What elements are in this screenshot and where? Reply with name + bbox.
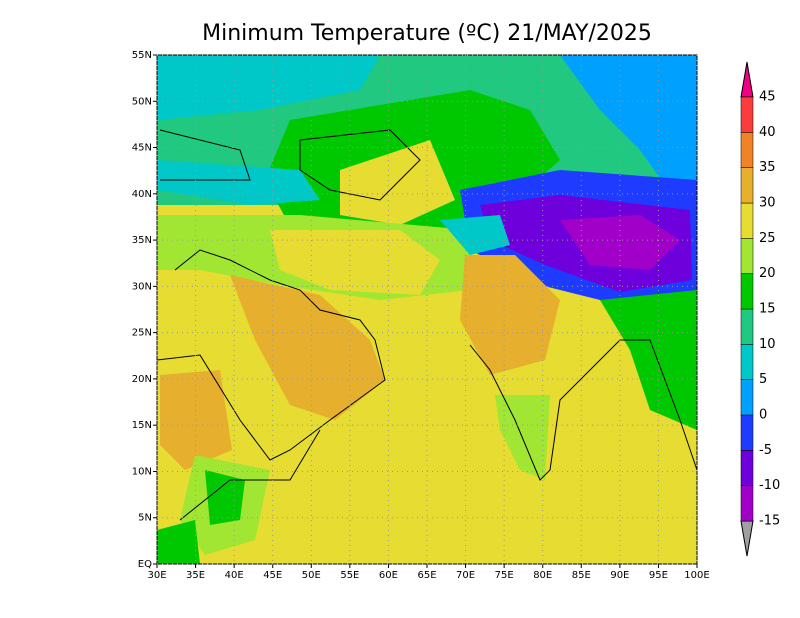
colorbar-segment [740, 167, 754, 204]
title: Minimum Temperature (ºC) 21/MAY/2025 [202, 21, 652, 46]
colorbar-label: 45 [759, 90, 776, 105]
x-tick-label: 35E [186, 570, 205, 581]
colorbar-label: 5 [759, 372, 767, 387]
x-tick-label: 75E [495, 570, 514, 581]
colorbar-label: 20 [759, 266, 776, 281]
colorbar-label: -5 [759, 443, 772, 458]
colorbar-segment [740, 308, 754, 345]
x-tick-label: 60E [379, 570, 398, 581]
colorbar-label: 10 [759, 337, 776, 352]
colorbar-label: 25 [759, 231, 776, 246]
colorbar-label: 40 [759, 125, 776, 140]
x-tick-label: 65E [417, 570, 436, 581]
x-tick-label: 45E [263, 570, 282, 581]
x-tick-label: 80E [533, 570, 552, 581]
y-tick-label: 25N [132, 328, 152, 339]
temperature-field [157, 55, 697, 564]
colorbar-segment [740, 96, 754, 133]
y-tick-label: 30N [132, 281, 152, 292]
colorbar-label: 30 [759, 196, 776, 211]
colorbar-segment [740, 414, 754, 451]
colorbar-segment [740, 344, 754, 380]
colorbar-label: 0 [759, 408, 767, 423]
x-tick-label: 90E [610, 570, 629, 581]
colorbar-segment [740, 132, 754, 168]
colorbar-segment [740, 273, 754, 310]
y-tick-label: EQ [138, 559, 152, 570]
y-tick-label: 10N [132, 466, 152, 477]
colorbar-label: -10 [759, 478, 780, 493]
colorbar-over [740, 61, 754, 98]
x-tick-label: 85E [572, 570, 591, 581]
colorbar-segment [740, 450, 754, 486]
y-tick-label: 55N [132, 50, 152, 61]
x-tick-label: 30E [147, 570, 166, 581]
x-tick-label: 50E [302, 570, 321, 581]
colorbar-label: -15 [759, 514, 780, 529]
colorbar-segment [740, 379, 754, 416]
x-tick-label: 40E [225, 570, 244, 581]
y-tick-label: 20N [132, 374, 152, 385]
y-tick-label: 50N [132, 96, 152, 107]
x-tick-label: 95E [649, 570, 668, 581]
colorbar-label: 35 [759, 160, 776, 175]
colorbar-label: 15 [759, 302, 776, 317]
y-tick-label: 45N [132, 143, 152, 154]
colorbar-segment [740, 238, 754, 274]
y-tick-label: 40N [132, 189, 152, 200]
colorbar-under [740, 520, 754, 557]
colorbar-segment [740, 202, 754, 239]
x-tick-label: 100E [684, 570, 709, 581]
x-tick-label: 55E [340, 570, 359, 581]
y-tick-label: 5N [138, 513, 152, 524]
x-tick-label: 70E [456, 570, 475, 581]
colorbar-segment [740, 485, 754, 522]
y-tick-label: 15N [132, 420, 152, 431]
y-tick-label: 35N [132, 235, 152, 246]
